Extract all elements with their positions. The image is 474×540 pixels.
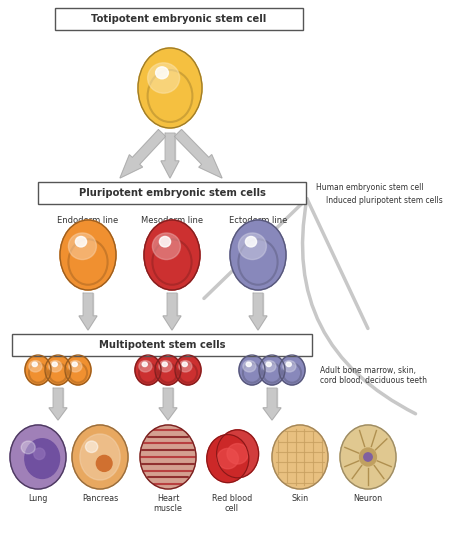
Ellipse shape	[25, 355, 51, 385]
Text: Adult bone marrow, skin,
cord blood, deciduous teeth: Adult bone marrow, skin, cord blood, dec…	[320, 366, 427, 386]
Text: Human embryonic stem cell: Human embryonic stem cell	[316, 183, 424, 192]
Ellipse shape	[159, 361, 172, 372]
Ellipse shape	[135, 355, 161, 385]
Ellipse shape	[182, 362, 187, 367]
Text: Pancreas: Pancreas	[82, 494, 118, 503]
Ellipse shape	[139, 361, 152, 372]
Ellipse shape	[246, 362, 251, 367]
Polygon shape	[49, 408, 67, 420]
Polygon shape	[249, 316, 267, 330]
Ellipse shape	[286, 362, 292, 367]
Ellipse shape	[217, 430, 259, 478]
Ellipse shape	[96, 455, 112, 471]
Text: Lung: Lung	[28, 494, 48, 503]
Text: Totipotent embryonic stem cell: Totipotent embryonic stem cell	[91, 14, 266, 24]
FancyArrowPatch shape	[204, 199, 416, 414]
Ellipse shape	[175, 355, 201, 385]
Ellipse shape	[155, 67, 168, 79]
Ellipse shape	[52, 362, 57, 367]
FancyBboxPatch shape	[12, 334, 312, 356]
Ellipse shape	[72, 425, 128, 489]
Text: Mesoderm line: Mesoderm line	[141, 216, 203, 225]
Ellipse shape	[72, 362, 77, 367]
Text: Ectoderm line: Ectoderm line	[229, 216, 287, 225]
Polygon shape	[79, 316, 97, 330]
Ellipse shape	[239, 355, 265, 385]
Bar	[253, 293, 263, 316]
Bar	[163, 388, 173, 408]
Text: Red blood
cell: Red blood cell	[212, 494, 252, 514]
Ellipse shape	[238, 233, 266, 260]
Ellipse shape	[29, 361, 42, 372]
Ellipse shape	[34, 448, 45, 460]
Ellipse shape	[263, 361, 276, 372]
Ellipse shape	[155, 355, 181, 385]
Bar	[165, 133, 175, 161]
Polygon shape	[174, 130, 222, 178]
Ellipse shape	[147, 63, 180, 93]
Ellipse shape	[32, 362, 37, 367]
Text: Pluripotent embryonic stem cells: Pluripotent embryonic stem cells	[79, 188, 265, 198]
Ellipse shape	[283, 361, 296, 372]
Polygon shape	[159, 408, 177, 420]
Text: Endoderm line: Endoderm line	[57, 216, 118, 225]
FancyBboxPatch shape	[38, 182, 306, 204]
Ellipse shape	[217, 448, 238, 469]
Ellipse shape	[266, 362, 271, 367]
Polygon shape	[120, 130, 165, 178]
Ellipse shape	[69, 361, 82, 372]
Ellipse shape	[153, 233, 181, 260]
Ellipse shape	[45, 355, 71, 385]
Polygon shape	[263, 408, 281, 420]
Bar	[267, 388, 277, 408]
Text: Multipotent stem cells: Multipotent stem cells	[99, 340, 225, 350]
Ellipse shape	[60, 220, 116, 290]
Text: Induced pluripotent stem cells: Induced pluripotent stem cells	[326, 196, 443, 205]
Ellipse shape	[227, 443, 248, 464]
Ellipse shape	[80, 434, 120, 480]
Ellipse shape	[10, 425, 66, 489]
Ellipse shape	[65, 355, 91, 385]
Ellipse shape	[21, 441, 35, 454]
Ellipse shape	[138, 48, 202, 128]
Bar	[83, 293, 93, 316]
Bar	[53, 388, 63, 408]
Ellipse shape	[68, 233, 96, 260]
Ellipse shape	[25, 439, 60, 478]
Text: Neuron: Neuron	[354, 494, 383, 503]
Text: Heart
muscle: Heart muscle	[154, 494, 182, 514]
Ellipse shape	[272, 425, 328, 489]
Bar	[167, 293, 177, 316]
Ellipse shape	[360, 448, 376, 466]
Ellipse shape	[49, 361, 62, 372]
Ellipse shape	[85, 441, 98, 453]
Ellipse shape	[75, 237, 87, 247]
Polygon shape	[161, 161, 179, 178]
Ellipse shape	[140, 425, 196, 489]
Ellipse shape	[364, 453, 372, 461]
Ellipse shape	[179, 361, 192, 372]
FancyBboxPatch shape	[55, 8, 303, 30]
Ellipse shape	[144, 220, 200, 290]
Ellipse shape	[159, 237, 171, 247]
Ellipse shape	[207, 435, 249, 483]
Ellipse shape	[243, 361, 256, 372]
Polygon shape	[163, 316, 181, 330]
Ellipse shape	[340, 425, 396, 489]
Ellipse shape	[246, 237, 256, 247]
Ellipse shape	[259, 355, 285, 385]
Text: Skin: Skin	[292, 494, 309, 503]
Ellipse shape	[230, 220, 286, 290]
Ellipse shape	[142, 362, 147, 367]
Ellipse shape	[279, 355, 305, 385]
Ellipse shape	[162, 362, 167, 367]
